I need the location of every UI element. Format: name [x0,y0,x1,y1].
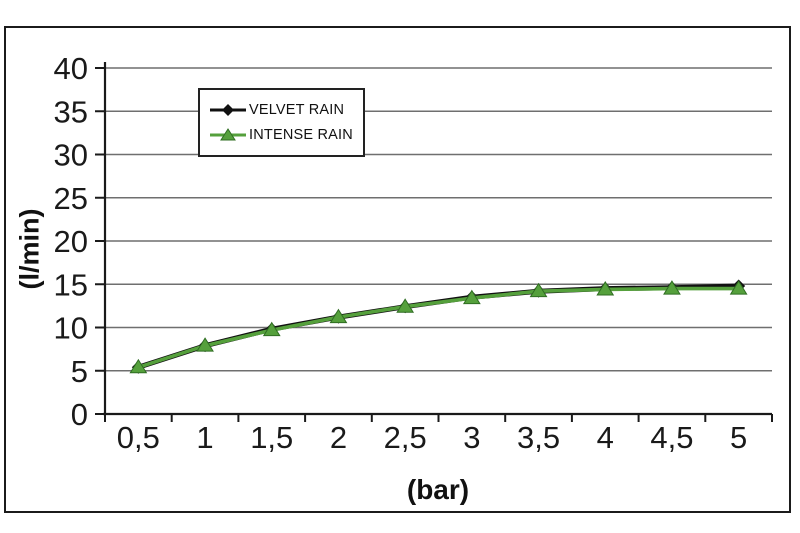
y-tick-label: 10 [54,311,88,346]
triangle-data-marker [596,280,615,296]
diamond-marker-icon [222,104,234,116]
triangle-marker-icon [220,128,236,141]
x-tick-label: 3 [463,420,480,455]
y-tick-label: 20 [54,224,88,259]
x-tick-label: 1 [196,420,213,455]
y-tick-label: 40 [54,51,88,86]
y-tick-label: 0 [71,397,88,432]
legend-label-intense-rain: INTENSE RAIN [249,127,353,143]
y-axis-title: (l/min) [14,208,45,290]
triangle-data-marker [196,337,214,352]
legend-item-velvet-rain: VELVET RAIN [209,100,363,120]
triangle-data-marker [729,280,748,295]
legend: VELVET RAIN INTENSE RAIN [198,88,365,157]
series-line-velvet-rain [135,283,742,370]
x-tick-label: 2 [330,420,347,455]
x-tick-label: 4 [597,420,614,455]
velvet-rain-marker-icon [210,104,246,116]
x-tick-label: 2,5 [384,420,427,455]
x-tick-label: 4,5 [650,420,693,455]
x-tick-label: 5 [730,420,747,455]
y-tick-label: 30 [54,138,88,173]
chart-outer-border [4,26,791,513]
triangle-data-marker [329,308,348,324]
intense-rain-marker-icon [210,128,246,141]
y-tick-label: 25 [54,181,88,216]
legend-label-velvet-rain: VELVET RAIN [249,102,345,118]
x-tick-label: 0,5 [117,420,160,455]
y-tick-label: 35 [54,94,88,129]
x-axis-title: (bar) [406,474,470,505]
y-tick-label: 15 [54,267,88,302]
triangle-data-marker [396,298,415,313]
triangle-data-marker [262,321,281,337]
triangle-data-marker [663,280,681,295]
y-tick-label: 5 [71,354,88,389]
triangle-data-marker [529,282,548,298]
series-line-intense-rain [136,286,741,370]
x-tick-label: 3,5 [517,420,560,455]
legend-item-intense-rain: INTENSE RAIN [209,125,363,145]
x-tick-label: 1,5 [250,420,293,455]
triangle-data-marker [129,358,148,374]
triangle-data-marker [462,289,481,305]
